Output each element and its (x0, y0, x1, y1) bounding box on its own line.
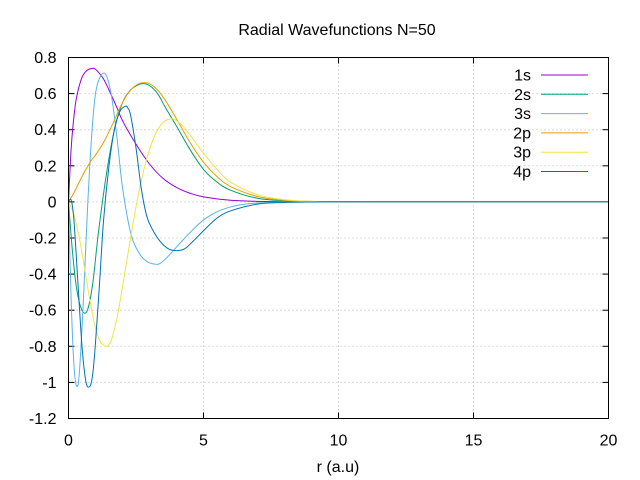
x-tick-label: 15 (465, 433, 483, 450)
x-tick-label: 5 (199, 433, 208, 450)
x-axis: 0 5 10 15 20 (64, 57, 618, 450)
legend-label: 2p (513, 125, 531, 142)
series-line-1s (68, 67, 609, 203)
y-tick-label: -0.2 (29, 231, 57, 248)
y-tick-label: -0.4 (29, 267, 57, 284)
series-line-2s (68, 83, 609, 314)
y-tick-label: 0 (48, 194, 57, 211)
y-tick-label: -0.6 (29, 303, 57, 320)
plot-frame (68, 57, 609, 419)
legend-label: 4p (513, 164, 531, 181)
x-tick-label: 10 (330, 433, 348, 450)
series-line-2p (68, 82, 609, 203)
grid (68, 57, 609, 419)
y-tick-label: 0.8 (34, 50, 56, 67)
y-tick-label: 0.4 (34, 122, 56, 139)
y-tick-label: 0.6 (34, 86, 56, 103)
legend: 1s 2s 3s 2p 3p 4p (513, 68, 588, 181)
series-line-3s (68, 72, 609, 388)
series-line-4p (68, 105, 609, 388)
legend-label: 1s (514, 68, 531, 85)
legend-label: 2s (514, 87, 531, 104)
chart-title: Radial Wavefunctions N=50 (238, 22, 435, 39)
y-tick-label: -0.8 (29, 339, 57, 356)
y-tick-label: -1 (42, 375, 56, 392)
x-tick-label: 20 (600, 433, 618, 450)
y-tick-label: 0.2 (34, 158, 56, 175)
y-tick-label: -1.2 (29, 411, 57, 428)
x-tick-label: 0 (64, 433, 73, 450)
series-group (68, 67, 609, 388)
series-line-3p (68, 118, 609, 347)
legend-label: 3s (514, 106, 531, 123)
y-axis: -1.2 -1 -0.8 -0.6 -0.4 -0.2 0 0.2 0.4 0.6 0.8 (29, 50, 609, 428)
legend-label: 3p (513, 145, 531, 162)
x-axis-label: r (a.u) (317, 459, 360, 476)
